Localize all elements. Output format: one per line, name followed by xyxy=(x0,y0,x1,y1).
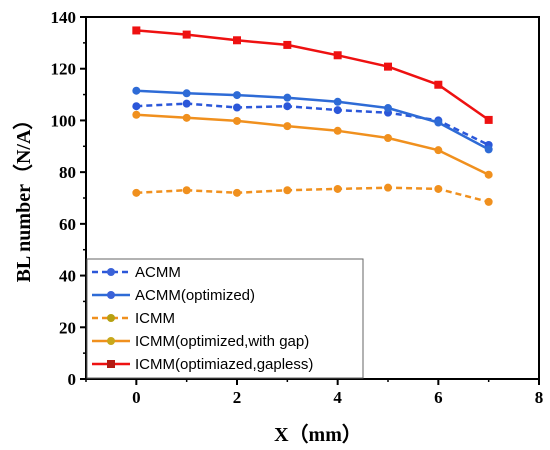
data-point xyxy=(132,188,141,197)
y-tick-label: 140 xyxy=(51,8,77,27)
data-point xyxy=(283,102,292,111)
data-point xyxy=(132,110,141,119)
legend-item: ACMM(optimized) xyxy=(92,287,255,304)
legend-label: ICMM(optimized,with gap) xyxy=(135,333,309,350)
legend-item: ICMM(optimized,with gap) xyxy=(92,333,309,350)
legend-label: ACMM(optimized) xyxy=(135,287,255,304)
series xyxy=(132,26,493,124)
data-point xyxy=(283,40,292,49)
legend-item: ICMM xyxy=(92,310,175,327)
data-point xyxy=(434,118,443,127)
legend-marker xyxy=(107,360,115,368)
legend-item: ICMM(optimiazed,gapless) xyxy=(92,356,313,373)
x-tick-label: 8 xyxy=(535,388,544,407)
data-point xyxy=(132,102,141,111)
series-line xyxy=(136,113,490,176)
data-point xyxy=(182,186,191,195)
y-tick-label: 60 xyxy=(59,215,76,234)
data-point xyxy=(233,188,241,197)
legend: ACMM ACMM(optimized) ICMM ICMM(optimized,wi… xyxy=(86,258,364,379)
legend-label: ICMM(optimiazed,gapless) xyxy=(135,356,313,373)
data-point xyxy=(333,51,342,60)
data-point xyxy=(283,186,292,195)
data-point xyxy=(182,113,191,122)
y-tick-label: 40 xyxy=(59,267,76,286)
x-axis-title: X（mm） xyxy=(274,423,362,446)
legend-marker xyxy=(107,337,115,345)
data-point xyxy=(233,36,241,45)
y-tick-label: 20 xyxy=(59,318,76,337)
y-tick-label: 0 xyxy=(68,370,77,389)
data-point xyxy=(283,122,292,131)
data-point xyxy=(333,106,342,115)
x-tick-label: 0 xyxy=(132,388,141,407)
y-tick-label: 120 xyxy=(51,60,77,79)
data-point xyxy=(132,26,141,35)
data-point xyxy=(384,134,392,143)
data-point xyxy=(233,91,241,100)
data-point xyxy=(384,183,392,192)
data-point xyxy=(283,93,292,102)
data-point xyxy=(182,89,191,98)
data-point xyxy=(384,104,392,113)
series-line xyxy=(136,89,490,151)
legend-item: ACMM xyxy=(92,264,181,281)
data-point xyxy=(384,62,392,71)
legend-label: ACMM xyxy=(135,264,181,281)
data-point xyxy=(182,99,191,108)
series xyxy=(132,110,493,179)
data-point xyxy=(333,184,342,193)
series-layer xyxy=(132,26,493,206)
data-point xyxy=(233,103,241,112)
data-point xyxy=(333,126,342,135)
series-line xyxy=(136,29,490,121)
data-point xyxy=(233,116,241,125)
data-point xyxy=(132,86,141,95)
data-point xyxy=(484,115,493,124)
data-point xyxy=(434,146,443,155)
legend-marker xyxy=(107,314,115,322)
x-tick-label: 2 xyxy=(233,388,242,407)
series-line xyxy=(136,186,490,204)
x-tick-label: 6 xyxy=(434,388,443,407)
legend-box xyxy=(86,258,364,379)
data-point xyxy=(434,80,443,89)
data-point xyxy=(182,30,191,39)
series xyxy=(132,183,493,206)
legend-label: ICMM xyxy=(135,310,175,327)
legend-marker xyxy=(107,268,115,276)
data-point xyxy=(484,145,493,154)
data-point xyxy=(484,170,493,179)
data-point xyxy=(434,184,443,193)
y-axis-title: BL number（N/A） xyxy=(12,110,35,283)
y-tick-label: 80 xyxy=(59,163,76,182)
series xyxy=(132,86,493,154)
x-tick-label: 4 xyxy=(333,388,342,407)
legend-marker xyxy=(107,291,115,299)
axes: 0 20 40 60 80 100 120 140 0 2 4 6 8 xyxy=(51,8,544,407)
data-point xyxy=(333,97,342,106)
y-tick-label: 100 xyxy=(51,111,77,130)
data-point xyxy=(484,197,493,206)
